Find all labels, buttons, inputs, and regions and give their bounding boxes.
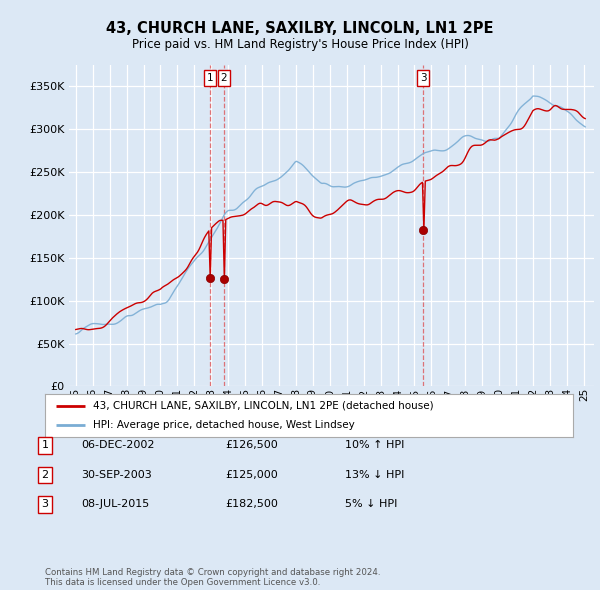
Text: Contains HM Land Registry data © Crown copyright and database right 2024.
This d: Contains HM Land Registry data © Crown c… (45, 568, 380, 587)
Text: 2: 2 (41, 470, 49, 480)
Text: 06-DEC-2002: 06-DEC-2002 (81, 441, 155, 450)
Text: £182,500: £182,500 (225, 500, 278, 509)
Text: 5% ↓ HPI: 5% ↓ HPI (345, 500, 397, 509)
Text: 30-SEP-2003: 30-SEP-2003 (81, 470, 152, 480)
Text: 2: 2 (221, 73, 227, 83)
Text: 13% ↓ HPI: 13% ↓ HPI (345, 470, 404, 480)
Text: 43, CHURCH LANE, SAXILBY, LINCOLN, LN1 2PE (detached house): 43, CHURCH LANE, SAXILBY, LINCOLN, LN1 2… (92, 401, 433, 411)
Text: 08-JUL-2015: 08-JUL-2015 (81, 500, 149, 509)
Text: 10% ↑ HPI: 10% ↑ HPI (345, 441, 404, 450)
Text: 3: 3 (41, 500, 49, 509)
Text: 1: 1 (41, 441, 49, 450)
Text: 43, CHURCH LANE, SAXILBY, LINCOLN, LN1 2PE: 43, CHURCH LANE, SAXILBY, LINCOLN, LN1 2… (106, 21, 494, 35)
Text: 3: 3 (420, 73, 427, 83)
Text: Price paid vs. HM Land Registry's House Price Index (HPI): Price paid vs. HM Land Registry's House … (131, 38, 469, 51)
Text: 1: 1 (206, 73, 213, 83)
Text: HPI: Average price, detached house, West Lindsey: HPI: Average price, detached house, West… (92, 420, 354, 430)
Text: £125,000: £125,000 (225, 470, 278, 480)
Text: £126,500: £126,500 (225, 441, 278, 450)
